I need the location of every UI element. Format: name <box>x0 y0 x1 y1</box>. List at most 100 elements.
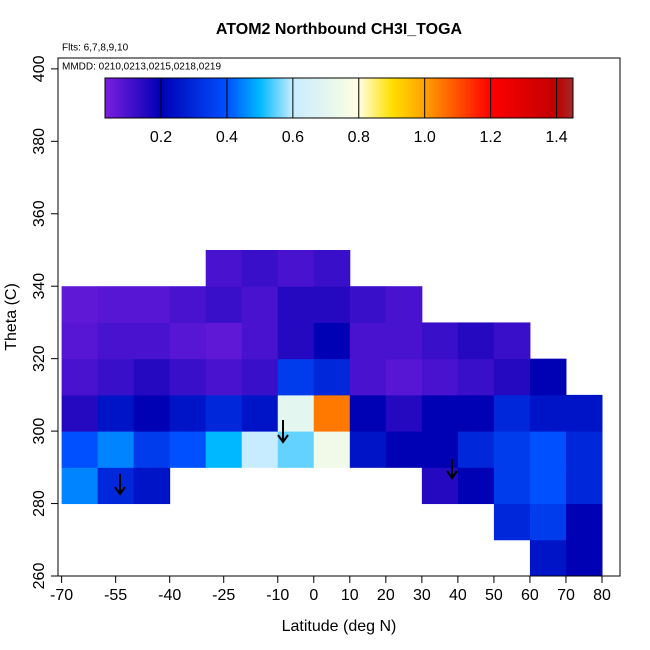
colorbar-tick-label: 0.6 <box>282 129 304 146</box>
heat-cell <box>61 286 99 323</box>
heat-cell <box>565 503 603 541</box>
heat-cell <box>133 467 171 505</box>
heat-cell <box>97 467 135 505</box>
y-tick-label: 400 <box>31 55 48 82</box>
colorbar-tick-label: 0.2 <box>150 129 172 146</box>
heat-cell <box>169 394 207 432</box>
heat-cell <box>493 358 531 396</box>
heat-cell <box>241 249 279 287</box>
heat-cell <box>385 286 423 323</box>
heat-cell <box>205 358 243 396</box>
x-tick-label: 0 <box>309 587 318 604</box>
heat-cell <box>385 322 423 360</box>
x-tick-label: 20 <box>377 587 395 604</box>
heat-cell <box>529 503 567 541</box>
heat-cell <box>133 286 171 323</box>
x-tick-label: 30 <box>413 587 431 604</box>
heat-cell <box>205 394 243 432</box>
heat-cell <box>61 467 99 505</box>
heat-cell <box>385 358 423 396</box>
x-tick-label: -40 <box>158 587 181 604</box>
x-tick-label: 10 <box>341 587 359 604</box>
colorbar-tick-label: 0.8 <box>348 129 370 146</box>
colorbar-tick-label: 1.4 <box>545 129 567 146</box>
heat-cell <box>97 358 135 396</box>
x-tick-label: 50 <box>485 587 503 604</box>
heat-cell <box>457 322 495 360</box>
x-tick-label: -10 <box>266 587 289 604</box>
heat-cell <box>61 394 99 432</box>
colorbar-tick-label: 1.2 <box>479 129 501 146</box>
heat-cell <box>133 394 171 432</box>
x-axis-label: Latitude (deg N) <box>282 618 397 635</box>
heat-cell <box>457 394 495 432</box>
chart-title: ATOM2 Northbound CH3I_TOGA <box>216 21 463 38</box>
heat-cell <box>169 286 207 323</box>
heat-cell <box>349 394 387 432</box>
y-tick-label: 380 <box>31 128 48 155</box>
heat-cell <box>349 286 387 323</box>
heat-cell <box>457 431 495 468</box>
heat-cell <box>97 286 135 323</box>
heat-cell <box>349 322 387 360</box>
heat-cell <box>313 358 351 396</box>
heat-cell <box>565 431 603 468</box>
arrows <box>114 420 458 496</box>
heat-cell <box>133 431 171 468</box>
colorbar-tick-label: 1.0 <box>414 129 436 146</box>
heat-cell <box>493 322 531 360</box>
heat-cell <box>205 322 243 360</box>
heat-cell <box>493 467 531 505</box>
heat-cell <box>349 358 387 396</box>
heat-cell <box>61 431 99 468</box>
heat-cell <box>61 358 99 396</box>
heat-cell <box>97 322 135 360</box>
y-axis-label: Theta (C) <box>3 283 20 351</box>
heat-cell <box>313 431 351 468</box>
heat-cell <box>421 322 459 360</box>
heat-cell <box>277 358 315 396</box>
heat-cell <box>493 394 531 432</box>
heat-cell <box>529 394 567 432</box>
heat-cell <box>277 286 315 323</box>
heat-cell <box>421 358 459 396</box>
heat-cell <box>241 322 279 360</box>
y-tick-label: 300 <box>31 418 48 445</box>
heat-cell <box>565 467 603 505</box>
heat-cell <box>421 394 459 432</box>
heat-cell <box>529 467 567 505</box>
heat-cell <box>493 431 531 468</box>
heat-cell <box>61 322 99 360</box>
x-tick-label: -55 <box>104 587 127 604</box>
x-tick-label: 60 <box>521 587 539 604</box>
heat-cell <box>313 322 351 360</box>
heat-cell <box>97 394 135 432</box>
y-tick-label: 340 <box>31 273 48 300</box>
annotation: MMDD: 0210,0213,0215,0218,0219 <box>62 62 221 73</box>
x-tick-label: 70 <box>557 587 575 604</box>
heat-cell <box>169 358 207 396</box>
heat-cell <box>385 394 423 432</box>
y-tick-label: 260 <box>31 563 48 590</box>
plot-frame <box>57 57 621 577</box>
heat-cell <box>205 286 243 323</box>
heat-cell <box>349 431 387 468</box>
heatmap <box>61 249 603 577</box>
heat-cell <box>97 431 135 468</box>
heat-cell <box>529 358 567 396</box>
subtitle: Flts: 6,7,8,9,10 <box>62 43 129 54</box>
heat-cell <box>385 431 423 468</box>
x-tick-label: -70 <box>50 587 73 604</box>
colorbar <box>104 77 574 119</box>
y-tick-label: 320 <box>31 345 48 372</box>
heat-cell <box>277 249 315 287</box>
heat-cell <box>529 539 567 577</box>
heat-cell <box>169 322 207 360</box>
colorbar-tick-label: 0.4 <box>216 129 238 146</box>
x-tick-label: 40 <box>449 587 467 604</box>
heat-cell <box>313 249 351 287</box>
y-tick-label: 280 <box>31 490 48 517</box>
heat-cell <box>133 358 171 396</box>
heat-cell <box>529 431 567 468</box>
